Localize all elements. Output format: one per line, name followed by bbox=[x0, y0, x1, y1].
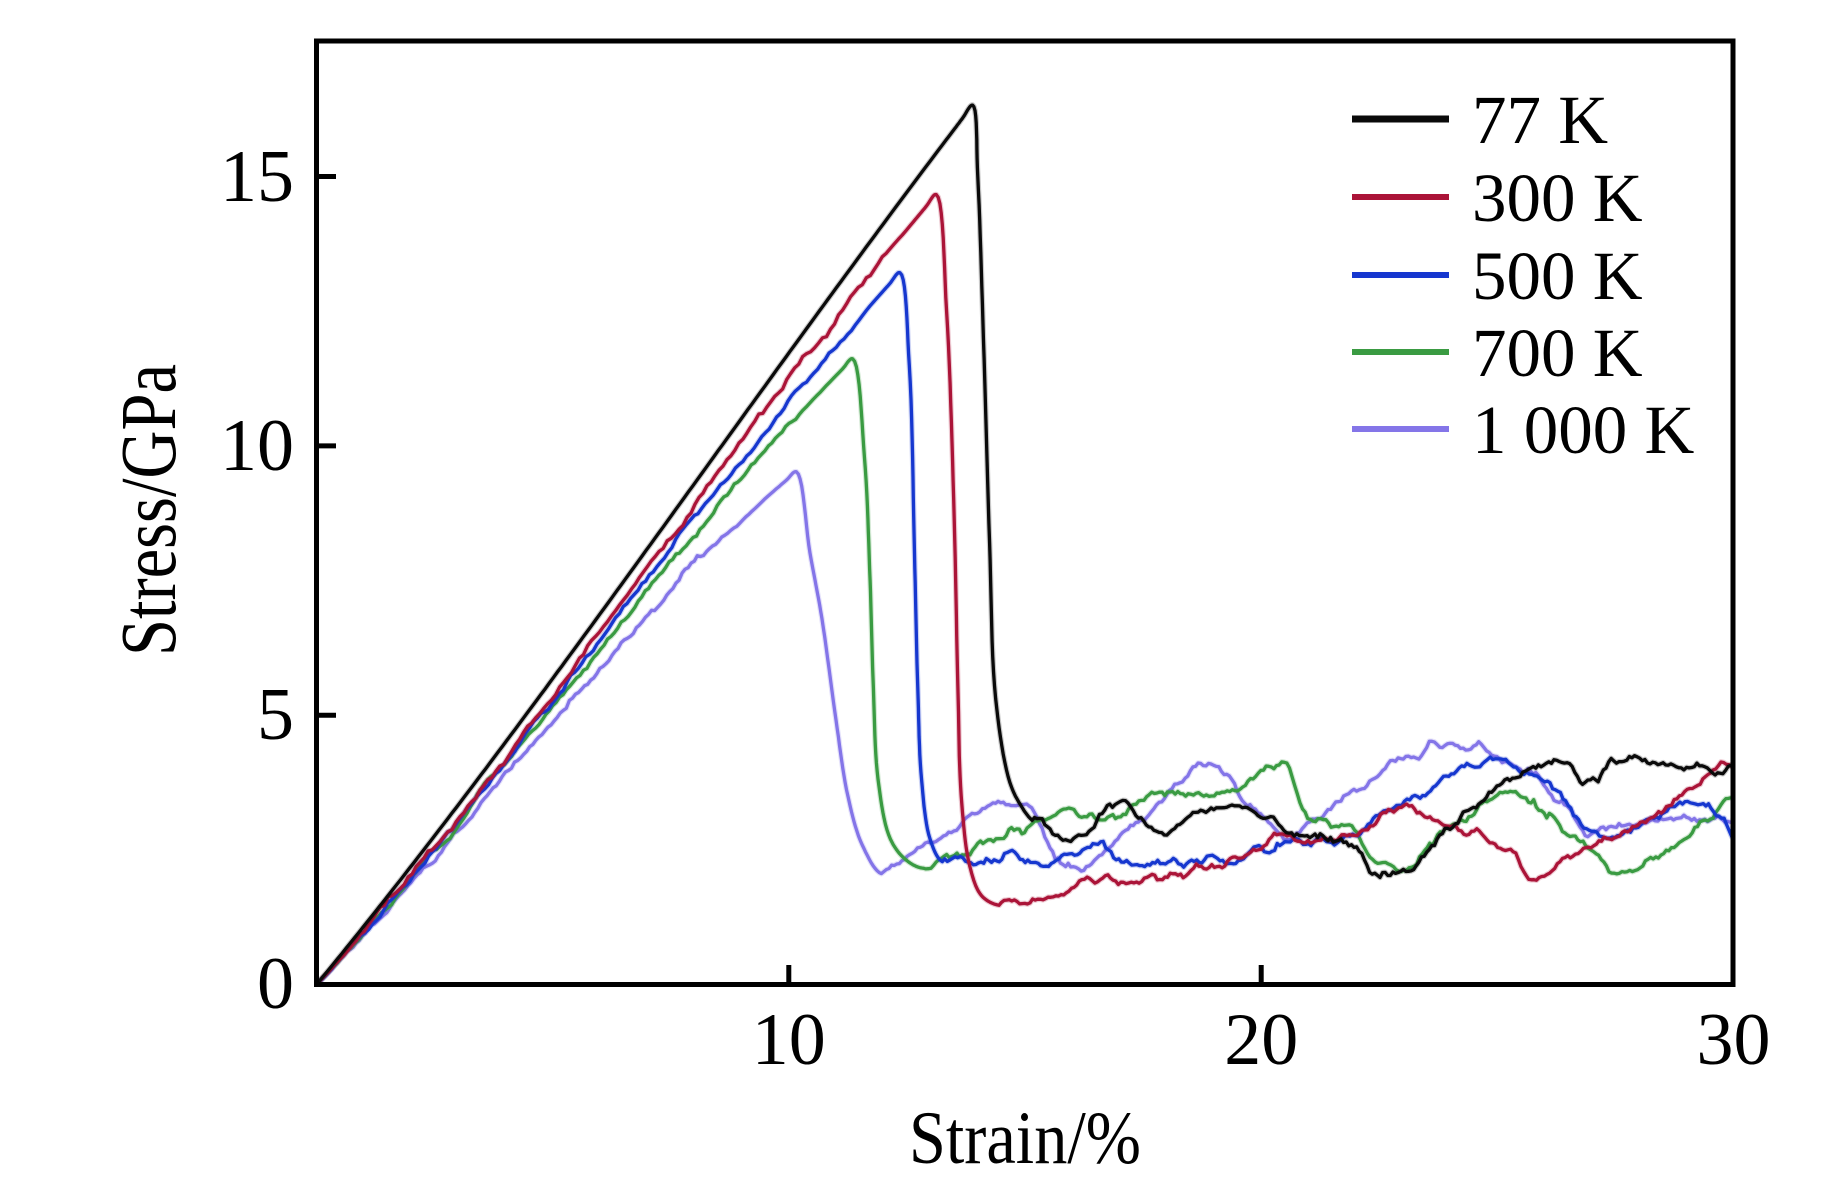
svg-text:15: 15 bbox=[220, 136, 294, 218]
svg-text:30: 30 bbox=[1697, 999, 1771, 1081]
svg-text:300 K: 300 K bbox=[1472, 160, 1643, 236]
svg-text:Strain/%: Strain/% bbox=[909, 1097, 1141, 1180]
svg-text:700 K: 700 K bbox=[1472, 315, 1643, 391]
svg-text:500 K: 500 K bbox=[1472, 238, 1643, 314]
svg-text:1 000 K: 1 000 K bbox=[1472, 392, 1695, 468]
svg-text:0: 0 bbox=[257, 943, 294, 1025]
svg-text:20: 20 bbox=[1224, 999, 1298, 1081]
svg-text:10: 10 bbox=[220, 405, 294, 487]
svg-text:5: 5 bbox=[257, 674, 294, 756]
svg-text:10: 10 bbox=[752, 999, 826, 1081]
svg-text:77 K: 77 K bbox=[1472, 82, 1608, 158]
svg-text:Stress/GPa: Stress/GPa bbox=[106, 364, 193, 656]
